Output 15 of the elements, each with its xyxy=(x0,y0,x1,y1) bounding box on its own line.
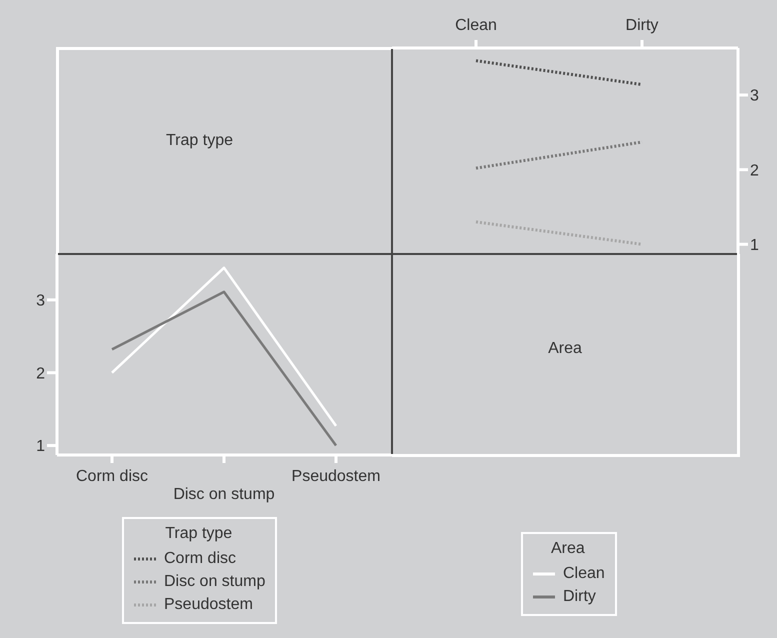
legend-label: Dirty xyxy=(563,587,596,607)
legend-label: Corm disc xyxy=(164,549,236,569)
legend-label: Disc on stump xyxy=(164,572,266,592)
y-tick-label: 1 xyxy=(750,236,759,254)
y-tick-label: 3 xyxy=(36,292,46,310)
legend-title: Trap type xyxy=(164,525,234,543)
y-tick-label: 2 xyxy=(750,162,759,180)
y-tick-label: 2 xyxy=(36,365,46,382)
legend-label: Pseudostem xyxy=(164,595,253,615)
text: Area xyxy=(547,340,583,358)
y-tick-label: 1 xyxy=(36,438,46,456)
text: Trap type xyxy=(165,132,234,150)
y-tick-label: 3 xyxy=(750,88,759,105)
legend-title: Area xyxy=(550,540,586,558)
legend-label: Clean xyxy=(563,564,605,584)
